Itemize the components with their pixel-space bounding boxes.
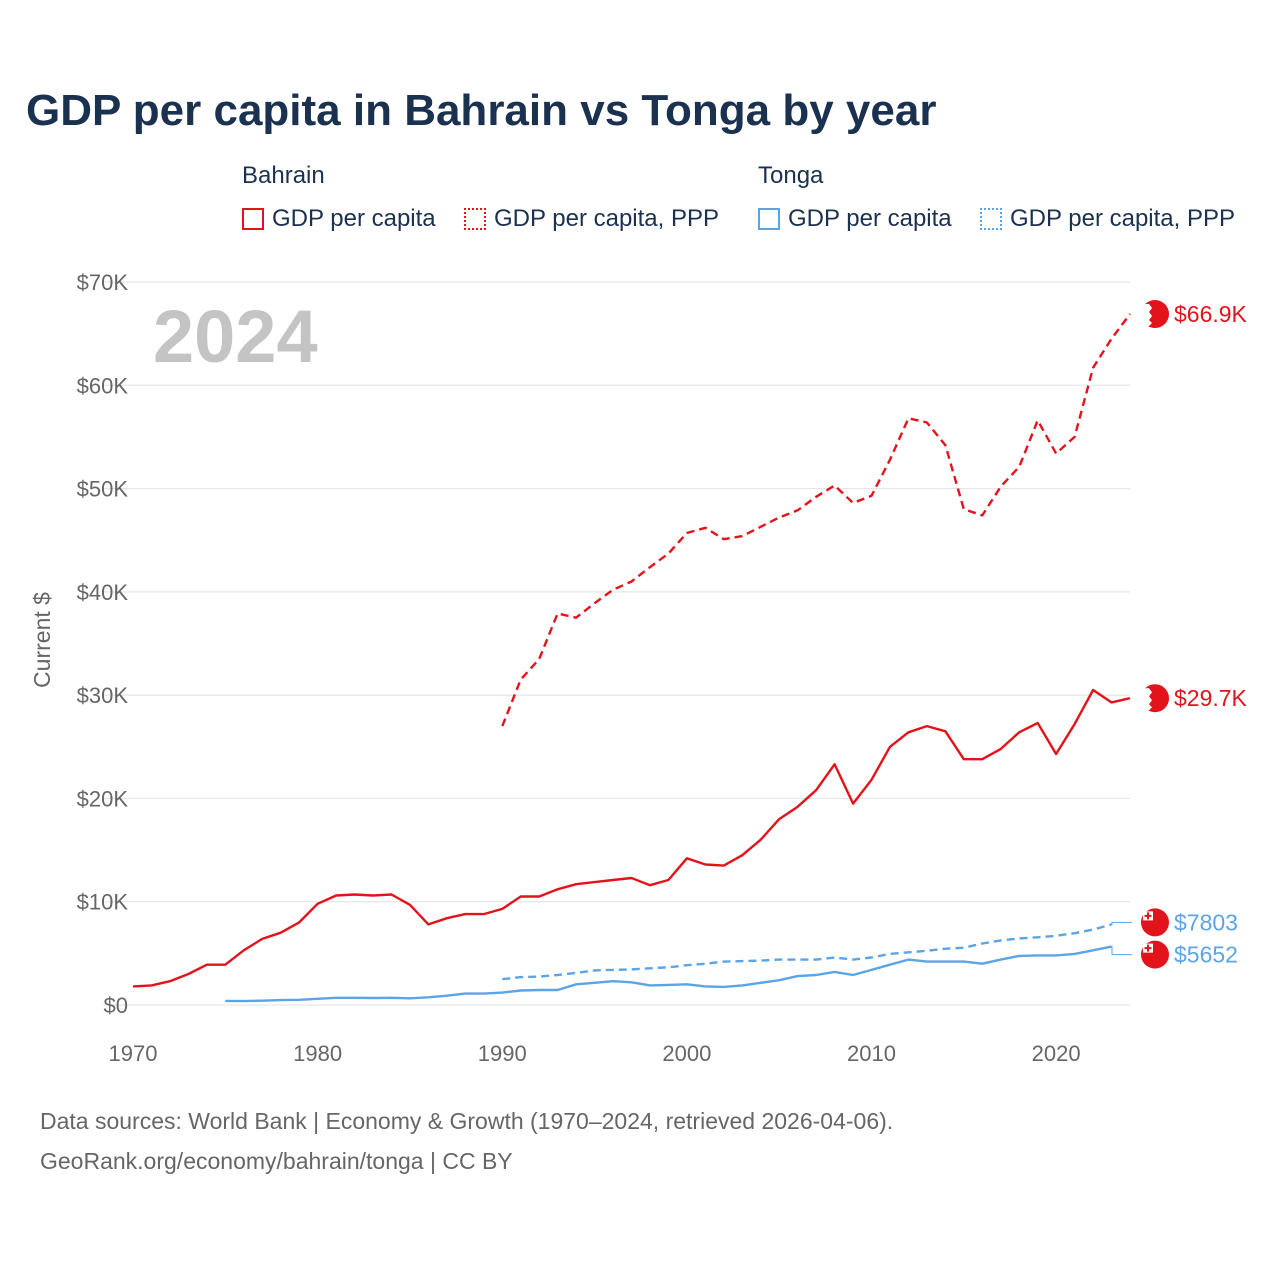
legend-country-bahrain: Bahrain <box>242 162 325 189</box>
y-tick-label: $50K <box>77 477 129 502</box>
x-axis-ticks: 1970 1980 1990 2000 2010 2020 <box>109 1041 1081 1066</box>
flag-serration <box>1141 688 1152 711</box>
y-tick-label: $10K <box>77 890 129 915</box>
legend-swatch-solid-blue <box>758 208 780 230</box>
y-tick-label: $40K <box>77 580 129 605</box>
y-tick-label: $20K <box>77 786 129 811</box>
series-line-3 <box>502 923 1112 981</box>
legend-label: GDP per capita <box>788 205 952 232</box>
gridlines <box>103 281 1130 1006</box>
y-axis-label: Current $ <box>29 592 55 688</box>
source-line-1: Data sources: World Bank | Economy & Gro… <box>40 1108 894 1134</box>
x-tick-label: 2000 <box>662 1041 711 1066</box>
legend-swatch-dotted-blue <box>980 208 1002 230</box>
x-tick-label: 2010 <box>847 1041 896 1066</box>
x-tick-label: 1970 <box>109 1041 158 1066</box>
flag-cross <box>1144 944 1152 952</box>
y-tick-label: $60K <box>77 373 129 398</box>
flag-serration <box>1141 304 1152 327</box>
line-chart: $0$10K$20K$30K$40K$50K$60K$70K 1970 1980 1… <box>29 270 1248 1066</box>
end-label-2: $5652 <box>1174 942 1238 968</box>
flag-cross <box>1144 912 1152 920</box>
legend-label: GDP per capita <box>272 205 436 232</box>
y-axis-ticks: $0 $10K $20K $30K $40K $50K $60K $70K <box>77 270 129 1018</box>
end-label-0: $29.7K <box>1174 685 1248 711</box>
legend-country-tonga: Tonga <box>758 162 824 189</box>
legend-label: GDP per capita, PPP <box>494 205 719 232</box>
label-leader <box>1111 921 1132 925</box>
chart-title: GDP per capita in Bahrain vs Tonga by ye… <box>26 86 937 135</box>
y-tick-label: $70K <box>77 270 129 295</box>
series-line-2 <box>225 945 1112 1003</box>
end-label-1: $66.9K <box>1174 301 1248 327</box>
legend-item-tonga-gdp[interactable]: GDP per capita <box>758 204 952 234</box>
legend-swatch-dotted-red <box>464 208 486 230</box>
series-line-1 <box>501 313 1131 727</box>
y-tick-label: $0 <box>104 993 128 1018</box>
legend-item-tonga-ppp[interactable]: GDP per capita, PPP <box>980 204 1235 234</box>
legend-item-bahrain-gdp[interactable]: GDP per capita <box>242 204 436 234</box>
y-tick-label: $30K <box>77 683 129 708</box>
x-tick-label: 2020 <box>1032 1041 1081 1066</box>
legend-item-bahrain-ppp[interactable]: GDP per capita, PPP <box>464 204 719 234</box>
label-leader <box>1111 946 1132 956</box>
legend-swatch-solid-red <box>242 208 264 230</box>
x-tick-label: 1990 <box>478 1041 527 1066</box>
series-lines <box>132 313 1131 1003</box>
end-label-3: $7803 <box>1174 909 1238 935</box>
end-markers: $29.7K $66.9K $5652 $7803 <box>1111 300 1248 969</box>
x-tick-label: 1980 <box>293 1041 342 1066</box>
year-watermark: 2024 <box>153 295 318 378</box>
source-line-2[interactable]: GeoRank.org/economy/bahrain/tonga | CC B… <box>40 1148 513 1174</box>
series-line-0 <box>132 688 1131 988</box>
legend-label: GDP per capita, PPP <box>1010 205 1235 232</box>
